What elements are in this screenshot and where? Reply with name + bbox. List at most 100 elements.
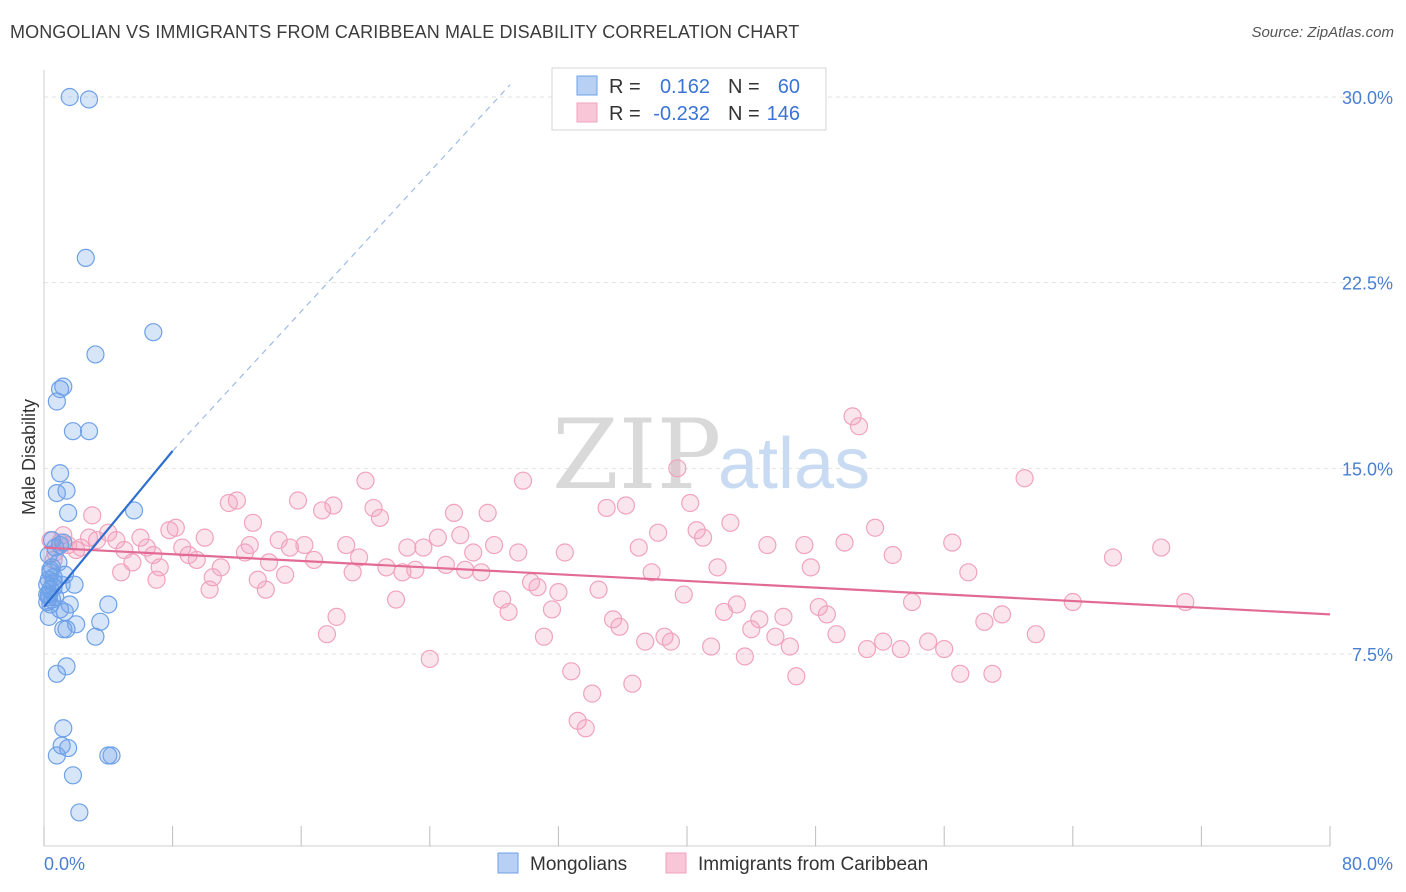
y-tick-label-3: 30.0% bbox=[1342, 88, 1393, 108]
caribbean-point-68 bbox=[478, 503, 497, 522]
legend-label-caribbean: Immigrants from Caribbean bbox=[698, 854, 928, 875]
legend-swatch-caribbean bbox=[576, 102, 598, 123]
caribbean-point-78 bbox=[549, 583, 568, 602]
mongolian-point-0 bbox=[60, 87, 79, 107]
caribbean-point-135 bbox=[992, 605, 1012, 624]
caribbean-point-118 bbox=[827, 625, 846, 644]
caribbean-point-22 bbox=[166, 518, 185, 537]
caribbean-point-108 bbox=[750, 610, 769, 629]
chart-title: MONGOLIAN VS IMMIGRANTS FROM CARIBBEAN M… bbox=[10, 22, 800, 42]
caribbean-point-29 bbox=[211, 558, 230, 577]
legend-swatch-mongolians bbox=[576, 75, 598, 96]
legend-r-value-mongolians: 0.162 bbox=[660, 76, 710, 98]
caribbean-point-57 bbox=[398, 538, 417, 557]
y-axis-label: Male Disability bbox=[19, 399, 39, 515]
caribbean-point-15 bbox=[112, 563, 131, 582]
caribbean-point-83 bbox=[583, 684, 602, 703]
legend-n-value-caribbean: 146 bbox=[767, 103, 800, 125]
caribbean-point-37 bbox=[259, 553, 279, 572]
caribbean-point-99 bbox=[687, 521, 706, 540]
caribbean-point-88 bbox=[616, 496, 636, 515]
caribbean-point-63 bbox=[444, 503, 464, 522]
legend-r-label-caribbean: R = bbox=[609, 103, 641, 125]
mongolian-point-4 bbox=[86, 345, 105, 364]
trend-lines bbox=[43, 84, 1331, 616]
mongolian-point-1 bbox=[79, 90, 99, 109]
caribbean-point-54 bbox=[377, 558, 396, 577]
y-tick-labels: 7.5% 15.0% 22.5% 30.0% bbox=[1342, 88, 1393, 665]
mongolian-point-13 bbox=[59, 503, 78, 522]
mongolian-point-40 bbox=[39, 607, 58, 626]
caribbean-point-111 bbox=[774, 607, 793, 626]
mongolian-point-59 bbox=[39, 585, 58, 604]
caribbean-point-80 bbox=[562, 662, 581, 681]
caribbean-point-134 bbox=[983, 664, 1002, 683]
caribbean-point-126 bbox=[891, 639, 910, 659]
caribbean-point-51 bbox=[356, 471, 375, 490]
caribbean-point-31 bbox=[227, 491, 246, 510]
caribbean-point-72 bbox=[509, 543, 528, 562]
caribbean-point-46 bbox=[317, 625, 337, 644]
mongolian-point-7 bbox=[47, 392, 66, 411]
caribbean-point-43 bbox=[304, 550, 324, 570]
caribbean-point-89 bbox=[623, 674, 642, 693]
caribbean-point-128 bbox=[919, 632, 938, 651]
mongolian-point-54 bbox=[63, 766, 83, 785]
caribbean-point-113 bbox=[787, 667, 806, 686]
caribbean-point-87 bbox=[610, 617, 629, 636]
caribbean-point-104 bbox=[721, 513, 740, 532]
caribbean-trend-line bbox=[43, 546, 1331, 616]
caribbean-point-119 bbox=[835, 533, 854, 552]
caribbean-point-60 bbox=[420, 649, 439, 669]
source-label: Source: ZipAtlas.com bbox=[1251, 24, 1394, 41]
x-tick-label-1: 80.0% bbox=[1342, 854, 1393, 874]
mongolian-point-53 bbox=[102, 746, 121, 765]
caribbean-point-93 bbox=[648, 523, 668, 542]
caribbean-point-86 bbox=[603, 610, 623, 629]
legend-swatch-mongolians-bottom bbox=[497, 852, 519, 874]
caribbean-point-59 bbox=[414, 538, 433, 557]
caribbean-point-110 bbox=[766, 627, 785, 646]
x-tick-label-0: 0.0% bbox=[44, 854, 85, 874]
caribbean-point-34 bbox=[243, 513, 263, 532]
legend-r-label-mongolians: R = bbox=[609, 76, 641, 98]
mongolian-point-55 bbox=[70, 803, 89, 822]
caribbean-point-121 bbox=[849, 417, 869, 436]
caribbean-point-10 bbox=[83, 506, 102, 525]
caribbean-point-64 bbox=[451, 526, 470, 545]
mongolian-point-18 bbox=[54, 533, 73, 552]
caribbean-point-109 bbox=[758, 535, 777, 555]
caribbean-point-122 bbox=[857, 639, 877, 659]
caribbean-point-47 bbox=[327, 607, 346, 626]
axes bbox=[43, 70, 1331, 847]
caribbean-point-98 bbox=[681, 493, 700, 513]
watermark-zip: ZIP bbox=[552, 399, 721, 511]
caribbean-point-16 bbox=[131, 528, 150, 547]
caribbean-point-41 bbox=[288, 491, 308, 510]
caribbean-point-76 bbox=[534, 627, 554, 646]
y-tick-label-2: 22.5% bbox=[1342, 274, 1393, 294]
mongolian-point-48 bbox=[54, 719, 73, 738]
mongolian-point-12 bbox=[57, 481, 76, 500]
caribbean-point-123 bbox=[865, 518, 885, 537]
legend-box bbox=[551, 67, 827, 131]
caribbean-point-82 bbox=[576, 719, 595, 738]
caribbean-point-120 bbox=[843, 407, 862, 426]
caribbean-point-55 bbox=[386, 590, 406, 609]
caribbean-point-44 bbox=[312, 501, 332, 520]
mongolian-point-46 bbox=[57, 657, 76, 676]
caribbean-point-48 bbox=[337, 535, 356, 555]
caribbean-point-53 bbox=[370, 508, 390, 527]
mongolian-point-51 bbox=[47, 746, 66, 765]
mongolian-trend-extension bbox=[172, 84, 511, 452]
caribbean-point-33 bbox=[240, 535, 259, 555]
caribbean-point-71 bbox=[499, 602, 518, 622]
caribbean-point-40 bbox=[280, 538, 300, 557]
watermark: ZIP atlas bbox=[552, 399, 870, 511]
caribbean-point-136 bbox=[1015, 469, 1034, 488]
caribbean-point-129 bbox=[935, 639, 954, 659]
caribbean-point-139 bbox=[1103, 548, 1123, 567]
watermark-atlas: atlas bbox=[718, 424, 870, 504]
mongolian-point-38 bbox=[99, 595, 118, 614]
